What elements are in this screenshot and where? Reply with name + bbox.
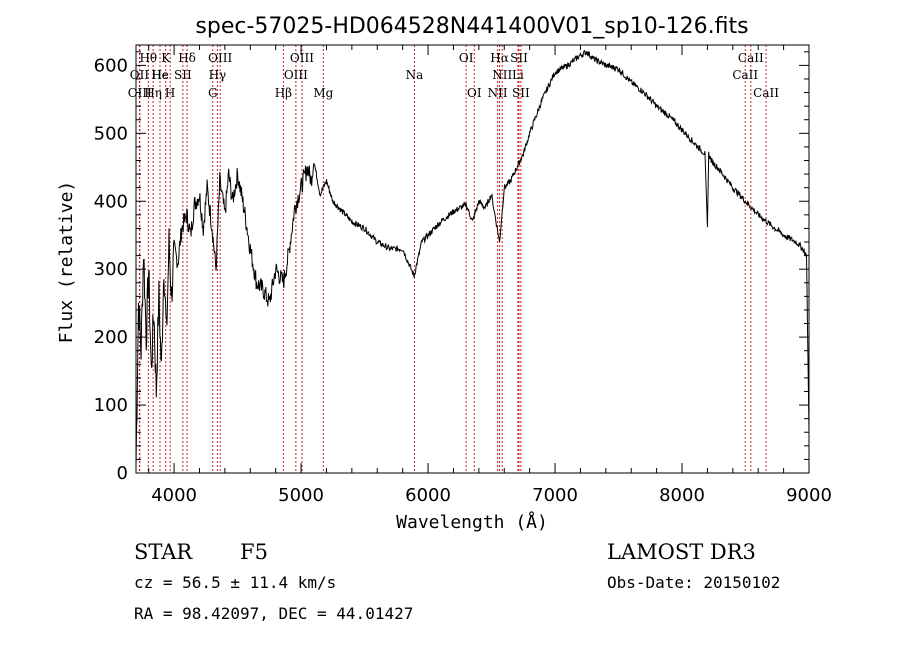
coordinates: RA = 98.42097, DEC = 44.01427	[134, 604, 413, 623]
y-tick-label: 200	[94, 327, 128, 348]
x-tick-label: 9000	[786, 485, 832, 506]
x-axis-label: Wavelength (Å)	[396, 511, 548, 533]
line-label: CaII	[738, 51, 764, 65]
line-label: OII	[130, 68, 150, 82]
survey-label: LAMOST DR3	[607, 540, 756, 564]
line-label: Li	[512, 68, 524, 82]
y-tick-label: 100	[94, 395, 128, 416]
line-label: OI	[459, 51, 474, 65]
line-label: Hδ	[178, 51, 196, 65]
line-label: He	[151, 68, 169, 82]
line-label: Hθ	[139, 51, 157, 65]
line-label: CaII	[732, 68, 758, 82]
x-tick-label: 8000	[659, 485, 705, 506]
y-tick-label: 300	[94, 259, 128, 280]
line-label: Hα	[490, 51, 509, 65]
line-label: G	[208, 86, 218, 100]
object-class: STAR	[134, 540, 193, 564]
line-label: NII	[492, 68, 512, 82]
spectrum-line	[135, 49, 810, 467]
line-label: SII	[510, 51, 528, 65]
line-label: CaII	[753, 86, 779, 100]
line-label: Hη	[144, 86, 162, 100]
y-tick-label: 400	[94, 191, 128, 212]
x-tick-label: 5000	[278, 485, 324, 506]
line-label: H	[165, 86, 175, 100]
y-tick-label: 0	[117, 463, 128, 484]
line-markers	[138, 45, 767, 473]
obs-date: Obs-Date: 20150102	[607, 573, 780, 592]
chart-title: spec-57025-HD064528N441400V01_sp10-126.f…	[195, 14, 748, 39]
line-label: Hβ	[275, 86, 292, 100]
plot-frame	[135, 44, 810, 474]
line-label: SII	[512, 86, 530, 100]
redshift-cz: cz = 56.5 ± 11.4 km/s	[134, 573, 336, 592]
line-label: SII	[174, 68, 192, 82]
line-label: Mg	[313, 86, 333, 100]
line-label: OI	[467, 86, 482, 100]
line-label: K	[161, 51, 171, 65]
line-label: OIII	[290, 51, 314, 65]
line-label: NII	[488, 86, 508, 100]
line-label: Na	[406, 68, 424, 82]
x-tick-label: 4000	[151, 485, 197, 506]
line-label: OIII	[208, 51, 232, 65]
y-tick-label: 500	[94, 123, 128, 144]
y-tick-label: 600	[94, 55, 128, 76]
line-label: OIII	[284, 68, 308, 82]
x-tick-label: 7000	[532, 485, 578, 506]
subclass: F5	[240, 540, 268, 564]
x-tick-label: 6000	[405, 485, 451, 506]
line-label: Hε	[152, 68, 169, 82]
axis-ticks: 4000 5000 6000 7000 8000 9000 0 100 200 300 400 500…	[94, 45, 832, 506]
line-label: Hγ	[209, 68, 227, 82]
y-axis-label: Flux (relative)	[56, 181, 77, 344]
